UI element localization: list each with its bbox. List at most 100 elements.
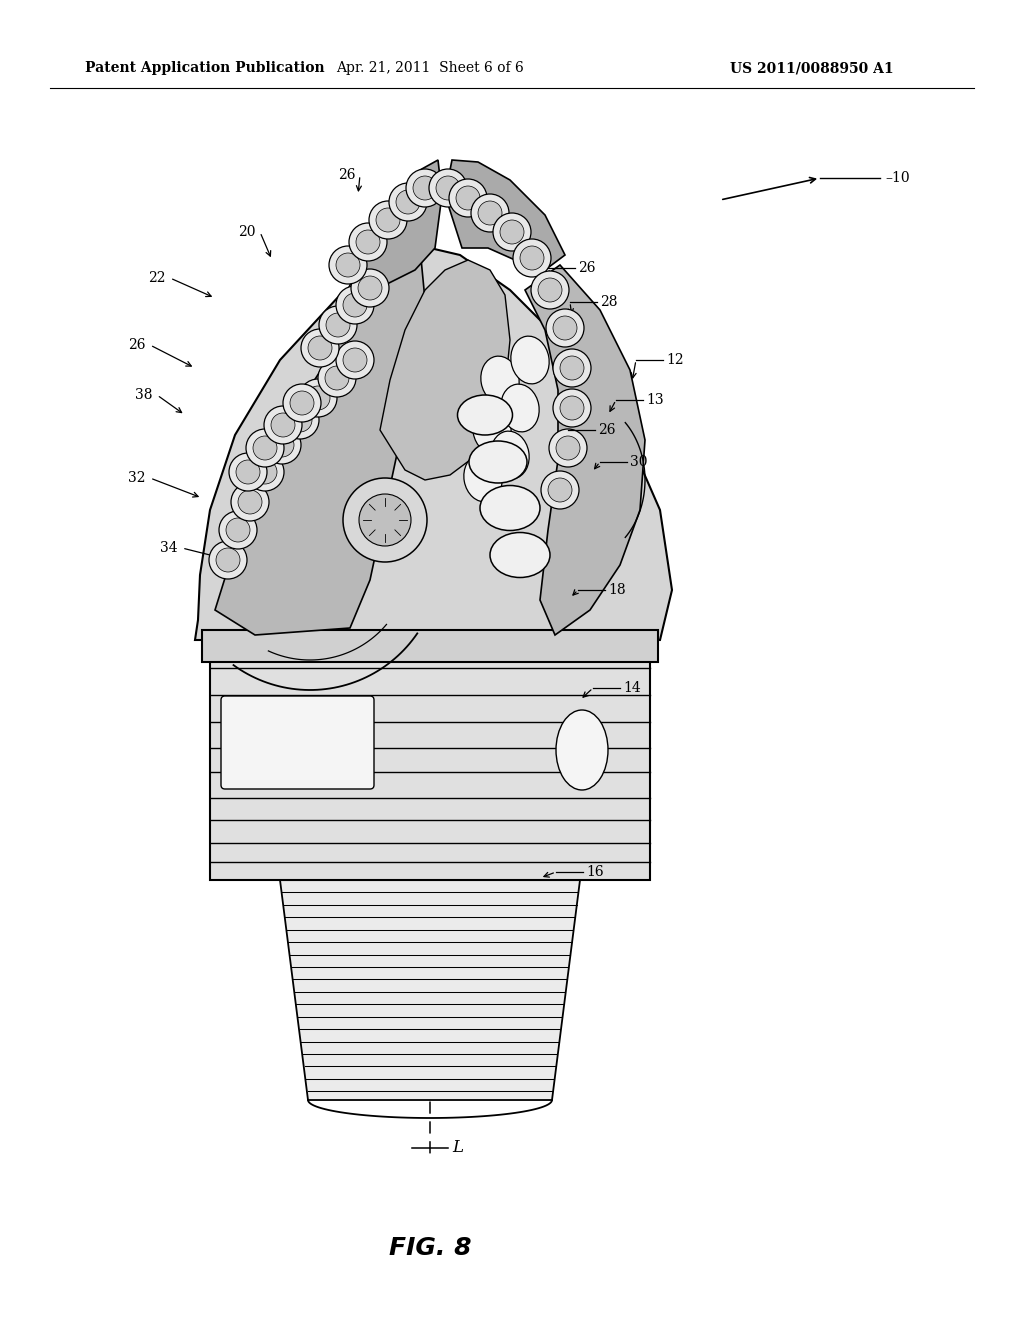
Ellipse shape — [464, 454, 502, 502]
Bar — [210, 630, 650, 880]
Circle shape — [236, 459, 260, 484]
Circle shape — [560, 356, 584, 380]
Circle shape — [229, 453, 267, 491]
Text: US 2011/0088950 A1: US 2011/0088950 A1 — [730, 61, 894, 75]
Circle shape — [325, 366, 349, 389]
Circle shape — [358, 276, 382, 300]
Text: 26: 26 — [578, 261, 596, 275]
Ellipse shape — [511, 337, 549, 384]
Circle shape — [456, 186, 480, 210]
Text: 38: 38 — [135, 388, 153, 403]
Circle shape — [513, 239, 551, 277]
Circle shape — [553, 315, 577, 341]
Circle shape — [553, 389, 591, 426]
Circle shape — [253, 436, 278, 459]
Circle shape — [356, 230, 380, 253]
Circle shape — [549, 429, 587, 467]
Circle shape — [349, 223, 387, 261]
Circle shape — [329, 246, 367, 284]
Circle shape — [283, 384, 321, 422]
Text: Apr. 21, 2011  Sheet 6 of 6: Apr. 21, 2011 Sheet 6 of 6 — [336, 61, 524, 75]
Circle shape — [369, 201, 407, 239]
Circle shape — [449, 180, 487, 216]
Text: 20: 20 — [452, 181, 469, 195]
Circle shape — [246, 429, 284, 467]
Polygon shape — [525, 265, 645, 635]
Circle shape — [541, 471, 579, 510]
Text: FIG. 8: FIG. 8 — [389, 1236, 471, 1261]
Bar — [202, 630, 658, 663]
Text: 32: 32 — [128, 471, 145, 484]
Circle shape — [531, 271, 569, 309]
Text: 26: 26 — [338, 168, 355, 182]
Text: 18: 18 — [608, 583, 626, 597]
Ellipse shape — [469, 441, 527, 483]
Text: 26: 26 — [598, 422, 615, 437]
Circle shape — [376, 209, 400, 232]
Circle shape — [538, 279, 562, 302]
Circle shape — [319, 306, 357, 345]
Polygon shape — [335, 160, 442, 319]
Circle shape — [209, 541, 247, 579]
Circle shape — [219, 511, 257, 549]
Text: –10: –10 — [885, 172, 909, 185]
Circle shape — [343, 348, 367, 372]
Circle shape — [246, 453, 284, 491]
Text: 20: 20 — [238, 224, 256, 239]
Text: 12: 12 — [666, 352, 684, 367]
Ellipse shape — [556, 710, 608, 789]
Polygon shape — [215, 248, 425, 635]
Text: 22: 22 — [148, 271, 166, 285]
FancyBboxPatch shape — [221, 696, 374, 789]
Polygon shape — [195, 248, 672, 640]
Circle shape — [359, 494, 411, 546]
Circle shape — [263, 426, 301, 465]
Ellipse shape — [473, 407, 511, 454]
Circle shape — [290, 391, 314, 414]
Text: 13: 13 — [646, 393, 664, 407]
Circle shape — [299, 379, 337, 417]
Circle shape — [336, 253, 360, 277]
Circle shape — [556, 436, 580, 459]
Text: 34: 34 — [160, 541, 177, 554]
Circle shape — [231, 483, 269, 521]
Circle shape — [216, 548, 240, 572]
Circle shape — [560, 396, 584, 420]
Circle shape — [546, 309, 584, 347]
Ellipse shape — [501, 384, 540, 432]
Polygon shape — [280, 880, 580, 1100]
Circle shape — [238, 490, 262, 513]
Text: 30: 30 — [630, 455, 647, 469]
Circle shape — [436, 176, 460, 201]
Circle shape — [351, 269, 389, 308]
Text: L: L — [452, 1139, 463, 1156]
Circle shape — [343, 293, 367, 317]
Circle shape — [548, 478, 572, 502]
Circle shape — [520, 246, 544, 271]
Circle shape — [318, 359, 356, 397]
Ellipse shape — [490, 532, 550, 578]
Text: Patent Application Publication: Patent Application Publication — [85, 61, 325, 75]
Circle shape — [343, 478, 427, 562]
Circle shape — [301, 329, 339, 367]
Circle shape — [500, 220, 524, 244]
Circle shape — [308, 337, 332, 360]
Circle shape — [281, 401, 319, 440]
Circle shape — [270, 433, 294, 457]
Circle shape — [264, 407, 302, 444]
Text: 16: 16 — [586, 865, 603, 879]
Circle shape — [553, 348, 591, 387]
Circle shape — [471, 194, 509, 232]
Circle shape — [326, 313, 350, 337]
Circle shape — [253, 459, 278, 484]
Ellipse shape — [458, 395, 512, 436]
Text: 28: 28 — [600, 294, 617, 309]
Circle shape — [226, 517, 250, 543]
Circle shape — [478, 201, 502, 224]
Circle shape — [271, 413, 295, 437]
Polygon shape — [380, 260, 510, 480]
Circle shape — [406, 169, 444, 207]
Circle shape — [336, 341, 374, 379]
Polygon shape — [445, 160, 565, 271]
Circle shape — [306, 385, 330, 411]
